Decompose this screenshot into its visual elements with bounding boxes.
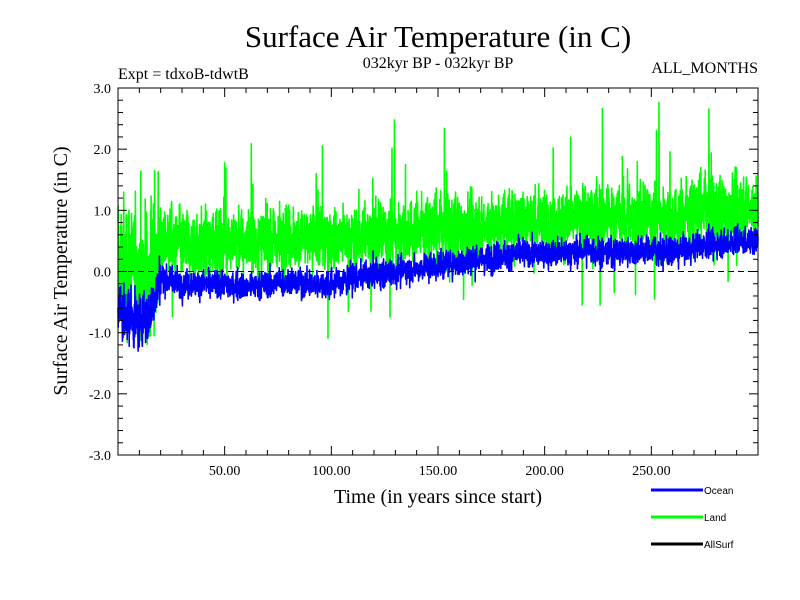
y-tick-label: 2.0 (94, 143, 112, 158)
legend: Ocean Land AllSurf (651, 486, 734, 551)
y-axis-label: Surface Air Temperature (in C) (50, 146, 72, 395)
y-tick-label: 0.0 (94, 266, 112, 281)
y-tick-label: -1.0 (89, 327, 111, 342)
plot-area (117, 101, 759, 352)
series-line-ocean (117, 223, 759, 352)
x-tick-label: 100.00 (312, 464, 351, 479)
series-line-land (117, 101, 759, 346)
x-tick-label: 50.00 (209, 464, 241, 479)
legend-label-allsurf: AllSurf (704, 540, 734, 551)
x-tick-label: 250.00 (632, 464, 671, 479)
y-tick-label: 1.0 (94, 204, 112, 219)
chart-subtitle-right: ALL_MONTHS (651, 60, 758, 77)
y-tick-labels: -3.0 -2.0 -1.0 0.0 1.0 2.0 3.0 (89, 82, 111, 464)
chart-title: Surface Air Temperature (in C) (245, 19, 631, 54)
chart-subtitle-center: 032kyr BP - 032kyr BP (363, 55, 514, 72)
y-tick-label: 3.0 (94, 82, 112, 97)
x-axis-label: Time (in years since start) (334, 486, 542, 508)
chart-subtitle-left: Expt = tdxoB-tdwtB (118, 66, 249, 83)
y-tick-label: -3.0 (89, 449, 111, 464)
x-tick-label: 150.00 (419, 464, 458, 479)
x-tick-labels: 50.00 100.00 150.00 200.00 250.00 (209, 464, 671, 479)
x-tick-label: 200.00 (525, 464, 564, 479)
legend-label-land: Land (704, 513, 726, 524)
y-tick-label: -2.0 (89, 388, 111, 403)
legend-label-ocean: Ocean (704, 486, 733, 497)
axis-ticks (118, 87, 758, 456)
